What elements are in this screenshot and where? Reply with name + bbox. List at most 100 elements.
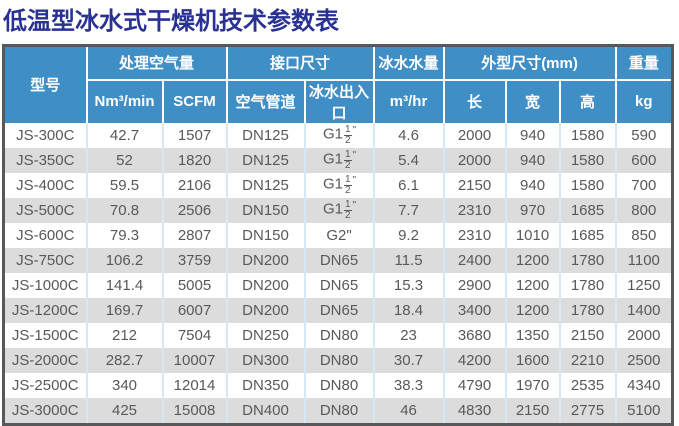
cell-port-air-pipe: DN125 [225, 172, 305, 198]
cell-water-flow-m3hr: 6.1 [372, 172, 444, 198]
table-row: JS-750C 106.2 3759 DN200 DN65 11.5 2400 1200 178… [3, 247, 673, 273]
cell-dim-width: 1600 [504, 347, 560, 373]
table-row: JS-400C 59.5 2106 DN125 G1 1 2 " 6.1 2150 940 1580 7… [3, 172, 673, 198]
cell-dim-height: 2775 [558, 397, 616, 425]
cell-dim-width: 1200 [504, 247, 560, 273]
header-air-pipe: 空气管道 [225, 78, 305, 123]
cell-air-volume-scfm: 2506 [161, 197, 227, 223]
header-height: 高 [558, 78, 616, 123]
cell-dim-height: 1580 [558, 122, 616, 148]
cell-air-volume-nm3min: 212 [85, 322, 163, 348]
cell-dim-height: 1780 [558, 297, 616, 323]
cell-dim-height: 1685 [558, 197, 616, 223]
cell-port-air-pipe: DN350 [225, 372, 305, 398]
cell-air-volume-nm3min: 282.7 [85, 347, 163, 373]
cell-air-volume-scfm: 2106 [161, 172, 227, 198]
cell-dim-height: 1580 [558, 172, 616, 198]
header-air-capacity: 处理空气量 [85, 45, 227, 80]
cell-weight-kg: 590 [614, 122, 673, 148]
table-row: JS-1200C 169.7 6007 DN200 DN65 18.4 3400 1200 17… [3, 297, 673, 323]
cell-air-volume-scfm: 1507 [161, 122, 227, 148]
cell-port-air-pipe: DN150 [225, 222, 305, 248]
cell-air-volume-scfm: 7504 [161, 322, 227, 348]
header-unit-m3hr: m³/hr [372, 78, 444, 123]
cell-model: JS-400C [3, 172, 87, 198]
cell-dim-width: 1200 [504, 272, 560, 298]
cell-port-air-pipe: DN125 [225, 122, 305, 148]
table-row: JS-1000C 141.4 5005 DN200 DN65 15.3 2900 1200 17… [3, 272, 673, 298]
cell-dim-length: 4200 [442, 347, 506, 373]
cell-air-volume-nm3min: 169.7 [85, 297, 163, 323]
cell-air-volume-nm3min: 59.5 [85, 172, 163, 198]
table-header: 型号 处理空气量 接口尺寸 冰水水量 外型尺寸(mm) 重量 Nm³/min S… [3, 45, 673, 123]
cell-port-water-inlet-outlet: DN80 [303, 322, 374, 348]
cell-dim-height: 1685 [558, 222, 616, 248]
cell-port-air-pipe: DN300 [225, 347, 305, 373]
header-weight: 重量 [614, 45, 673, 80]
cell-water-flow-m3hr: 7.7 [372, 197, 444, 223]
table-row: JS-300C 42.7 1507 DN125 G1 1 2 " 4.6 2000 940 1580 5… [3, 122, 673, 148]
cell-dim-length: 4790 [442, 372, 506, 398]
cell-port-water-inlet-outlet: DN80 [303, 347, 374, 373]
cell-dim-length: 2900 [442, 272, 506, 298]
table-row: JS-1500C 212 7504 DN250 DN80 23 3680 1350 2150 20… [3, 322, 673, 348]
cell-port-water-inlet-outlet: G2" [303, 222, 374, 248]
header-port-size: 接口尺寸 [225, 45, 374, 80]
cell-air-volume-scfm: 3759 [161, 247, 227, 273]
cell-model: JS-1500C [3, 322, 87, 348]
cell-air-volume-nm3min: 106.2 [85, 247, 163, 273]
cell-weight-kg: 800 [614, 197, 673, 223]
cell-air-volume-nm3min: 79.3 [85, 222, 163, 248]
cell-air-volume-scfm: 1820 [161, 147, 227, 173]
cell-air-volume-scfm: 10007 [161, 347, 227, 373]
cell-dim-length: 2000 [442, 122, 506, 148]
cell-weight-kg: 2000 [614, 322, 673, 348]
cell-model: JS-300C [3, 122, 87, 148]
header-length: 长 [442, 78, 506, 123]
cell-dim-width: 2150 [504, 397, 560, 425]
cell-model: JS-2000C [3, 347, 87, 373]
header-group-row: 型号 处理空气量 接口尺寸 冰水水量 外型尺寸(mm) 重量 [3, 45, 673, 123]
cell-model: JS-1000C [3, 272, 87, 298]
header-chilled-water-flow: 冰水水量 [372, 45, 444, 80]
cell-port-water-inlet-outlet: DN65 [303, 297, 374, 323]
cell-weight-kg: 600 [614, 147, 673, 173]
cell-dim-width: 940 [504, 122, 560, 148]
cell-port-air-pipe: DN400 [225, 397, 305, 425]
cell-dim-height: 1580 [558, 147, 616, 173]
cell-model: JS-2500C [3, 372, 87, 398]
cell-dim-height: 2535 [558, 372, 616, 398]
header-unit-nm3min: Nm³/min [85, 78, 163, 123]
cell-weight-kg: 4340 [614, 372, 673, 398]
table-body: JS-300C 42.7 1507 DN125 G1 1 2 " 4.6 2000 940 1580 5… [3, 122, 673, 425]
cell-air-volume-nm3min: 340 [85, 372, 163, 398]
cell-water-flow-m3hr: 23 [372, 322, 444, 348]
cell-air-volume-nm3min: 70.8 [85, 197, 163, 223]
cell-dim-width: 970 [504, 197, 560, 223]
cell-weight-kg: 1100 [614, 247, 673, 273]
cell-air-volume-scfm: 6007 [161, 297, 227, 323]
cell-water-flow-m3hr: 30.7 [372, 347, 444, 373]
cell-dim-height: 1780 [558, 272, 616, 298]
cell-dim-length: 2000 [442, 147, 506, 173]
cell-dim-width: 1350 [504, 322, 560, 348]
cell-model: JS-3000C [3, 397, 87, 425]
cell-port-air-pipe: DN200 [225, 247, 305, 273]
cell-water-flow-m3hr: 15.3 [372, 272, 444, 298]
cell-model: JS-750C [3, 247, 87, 273]
cell-port-air-pipe: DN250 [225, 322, 305, 348]
cell-air-volume-nm3min: 141.4 [85, 272, 163, 298]
table-row: JS-2000C 282.7 10007 DN300 DN80 30.7 4200 1600 2… [3, 347, 673, 373]
cell-air-volume-nm3min: 52 [85, 147, 163, 173]
header-unit-row: Nm³/min SCFM 空气管道 冰水出入口 m³/hr 长 宽 高 kg [4, 78, 673, 123]
cell-water-flow-m3hr: 11.5 [372, 247, 444, 273]
cell-weight-kg: 1250 [614, 272, 673, 298]
cell-air-volume-scfm: 5005 [161, 272, 227, 298]
table-row: JS-350C 52 1820 DN125 G1 1 2 " 5.4 2000 940 1580 600 [3, 147, 673, 173]
cell-port-water-inlet-outlet: G1 1 2 " [303, 122, 374, 148]
cell-dim-width: 940 [504, 172, 560, 198]
spec-table: 型号 处理空气量 接口尺寸 冰水水量 外型尺寸(mm) 重量 Nm³/min S… [2, 43, 675, 426]
cell-weight-kg: 1400 [614, 297, 673, 323]
table-row: JS-600C 79.3 2807 DN150 G2" 9.2 2310 1010 1685 85… [3, 222, 673, 248]
